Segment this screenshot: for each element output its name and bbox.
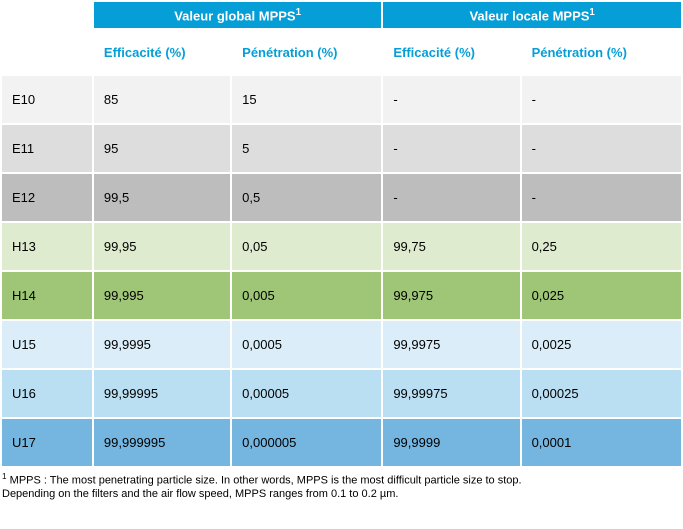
cell-g_eff: 99,99995 — [93, 369, 231, 418]
footnote: 1 MPPS : The most penetrating particle s… — [0, 468, 683, 502]
cell-classe: U16 — [1, 369, 93, 418]
cell-g_eff: 99,995 — [93, 271, 231, 320]
header-row-sub: Efficacité (%) Pénétration (%) Efficacit… — [1, 29, 682, 75]
header-local-text: Valeur locale MPPS — [469, 8, 589, 23]
cell-l_eff: 99,9999 — [382, 418, 520, 467]
cell-l_eff: - — [382, 124, 520, 173]
table-row: H1399,950,0599,750,25 — [1, 222, 682, 271]
cell-classe: H14 — [1, 271, 93, 320]
cell-l_eff: - — [382, 75, 520, 124]
header-global-text: Valeur global MPPS — [174, 8, 295, 23]
cell-l_pen: 0,0025 — [521, 320, 682, 369]
cell-l_eff: 99,75 — [382, 222, 520, 271]
cell-g_eff: 99,9995 — [93, 320, 231, 369]
cell-l_pen: - — [521, 75, 682, 124]
cell-g_pen: 5 — [231, 124, 382, 173]
cell-g_pen: 0,000005 — [231, 418, 382, 467]
cell-g_pen: 0,0005 — [231, 320, 382, 369]
cell-g_eff: 95 — [93, 124, 231, 173]
header-local: Valeur locale MPPS1 — [382, 1, 682, 29]
cell-l_eff: - — [382, 173, 520, 222]
cell-l_eff: 99,99975 — [382, 369, 520, 418]
cell-g_pen: 0,00005 — [231, 369, 382, 418]
table-row: E11955-- — [1, 124, 682, 173]
cell-l_pen: 0,25 — [521, 222, 682, 271]
cell-l_pen: - — [521, 124, 682, 173]
cell-l_pen: - — [521, 173, 682, 222]
cell-g_eff: 99,999995 — [93, 418, 231, 467]
header-row-top: Classe de filtre Valeur global MPPS1 Val… — [1, 1, 682, 29]
cell-g_pen: 0,5 — [231, 173, 382, 222]
filter-class-table: Classe de filtre Valeur global MPPS1 Val… — [0, 0, 683, 468]
header-local-pen: Pénétration (%) — [521, 29, 682, 75]
header-global-eff: Efficacité (%) — [93, 29, 231, 75]
header-global-sup: 1 — [296, 7, 301, 18]
cell-l_pen: 0,00025 — [521, 369, 682, 418]
cell-classe: U17 — [1, 418, 93, 467]
table-body: E108515--E11955--E1299,50,5--H1399,950,0… — [1, 75, 682, 467]
footnote-line1: MPPS : The most penetrating particle siz… — [7, 475, 522, 487]
cell-g_eff: 99,5 — [93, 173, 231, 222]
table-row: E1299,50,5-- — [1, 173, 682, 222]
cell-l_pen: 0,025 — [521, 271, 682, 320]
cell-l_eff: 99,975 — [382, 271, 520, 320]
cell-classe: H13 — [1, 222, 93, 271]
cell-g_pen: 0,05 — [231, 222, 382, 271]
table-row: U1799,9999950,00000599,99990,0001 — [1, 418, 682, 467]
cell-classe: E12 — [1, 173, 93, 222]
header-local-sup: 1 — [589, 7, 594, 18]
header-global: Valeur global MPPS1 — [93, 1, 382, 29]
header-classe: Classe de filtre — [1, 1, 93, 75]
cell-g_eff: 85 — [93, 75, 231, 124]
header-global-pen: Pénétration (%) — [231, 29, 382, 75]
cell-g_eff: 99,95 — [93, 222, 231, 271]
table-row: E108515-- — [1, 75, 682, 124]
header-classe-l2: de filtre — [12, 41, 59, 56]
cell-l_pen: 0,0001 — [521, 418, 682, 467]
cell-classe: E10 — [1, 75, 93, 124]
cell-l_eff: 99,9975 — [382, 320, 520, 369]
table-row: U1699,999950,0000599,999750,00025 — [1, 369, 682, 418]
cell-classe: U15 — [1, 320, 93, 369]
header-local-eff: Efficacité (%) — [382, 29, 520, 75]
table-row: H1499,9950,00599,9750,025 — [1, 271, 682, 320]
cell-g_pen: 15 — [231, 75, 382, 124]
table-row: U1599,99950,000599,99750,0025 — [1, 320, 682, 369]
footnote-line2: Depending on the filters and the air flo… — [2, 488, 398, 500]
cell-g_pen: 0,005 — [231, 271, 382, 320]
header-classe-l1: Classe — [12, 26, 54, 41]
cell-classe: E11 — [1, 124, 93, 173]
